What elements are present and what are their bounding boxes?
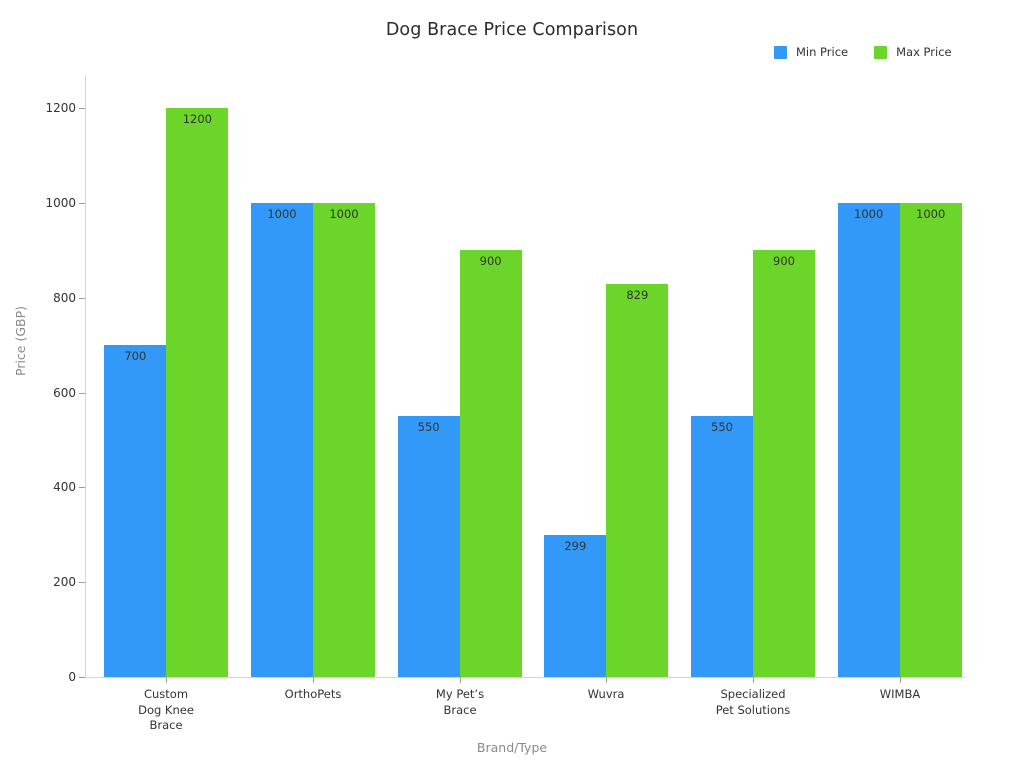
y-axis-line	[85, 75, 86, 677]
x-axis-category-label: Wuvra	[587, 687, 625, 701]
y-axis-title: Price (GBP)	[13, 305, 28, 376]
bar-max-price[interactable]: 829	[606, 284, 669, 677]
y-axis-tick-label: 200	[53, 575, 76, 590]
legend-item[interactable]: Min Price	[774, 45, 848, 59]
y-axis-tick	[79, 392, 85, 394]
y-axis-tick	[79, 582, 85, 584]
bar-max-price[interactable]: 900	[459, 250, 522, 677]
bar-max-price[interactable]: 900	[753, 250, 815, 677]
bar-value-label: 299	[564, 539, 587, 554]
y-axis-tick-label: 1000	[45, 195, 76, 210]
bar-min-price[interactable]: 550	[691, 416, 753, 677]
y-axis-tick-label: 600	[53, 385, 76, 400]
x-axis-category-label: Specialized Pet Solutions	[715, 687, 791, 717]
bar-min-price[interactable]: 299	[544, 535, 607, 677]
bar-value-label: 550	[711, 420, 733, 435]
chart-legend: Min Price Max Price	[774, 44, 952, 60]
y-axis-tick-label: 400	[53, 480, 76, 495]
x-axis-tick	[900, 677, 901, 683]
bar-value-label: 900	[773, 254, 795, 269]
y-axis-tick	[79, 677, 85, 678]
x-axis-tick	[313, 677, 314, 683]
x-axis-tick	[166, 677, 167, 683]
y-axis-tick	[79, 108, 85, 110]
bar-max-price[interactable]: 1000	[313, 202, 375, 677]
bar-value-label: 1000	[329, 206, 359, 221]
bar-value-label: 900	[479, 254, 502, 269]
y-axis-tick	[79, 297, 85, 299]
plot-area: 0 200 400 600 800 1000 1200 700 1200 Custom Dog K…	[45, 75, 965, 732]
x-axis-tick	[606, 677, 607, 683]
bar-value-label: 550	[417, 420, 440, 435]
legend-label: Max Price	[896, 45, 952, 59]
x-axis-tick	[753, 677, 754, 683]
legend-swatch-icon	[874, 45, 888, 59]
legend-label: Min Price	[796, 45, 849, 59]
legend-swatch-icon	[774, 45, 787, 59]
bar-max-price[interactable]: 1200	[166, 108, 229, 677]
bar-min-price[interactable]: 550	[397, 416, 460, 677]
y-axis-tick-label: 0	[68, 670, 76, 684]
x-axis-line	[85, 677, 965, 678]
y-axis-tick-label: 800	[53, 290, 76, 305]
bar-max-price[interactable]: 1000	[899, 202, 962, 677]
y-axis-tick-label: 1200	[45, 101, 76, 116]
y-axis-tick	[79, 202, 85, 204]
bar-value-label: 829	[626, 288, 649, 303]
bar-value-label: 700	[124, 349, 147, 364]
legend-item[interactable]: Max Price	[874, 45, 952, 59]
y-axis-tick	[79, 487, 85, 489]
x-axis-category-label: WIMBA	[879, 687, 921, 701]
bar-min-price[interactable]: 1000	[837, 202, 900, 677]
bar-value-label: 1000	[916, 206, 946, 221]
bar-value-label: 1200	[182, 112, 212, 127]
chart-title: Dog Brace Price Comparison	[385, 20, 639, 40]
x-axis-category-label: OrthoPets	[284, 687, 342, 701]
x-axis-category-label: My Pet’s Brace	[435, 687, 485, 717]
bar-min-price[interactable]: 700	[104, 345, 167, 677]
bar-value-label: 1000	[854, 206, 884, 221]
x-axis-category-label: Custom Dog Knee Brace	[138, 687, 194, 732]
x-axis-tick	[460, 677, 461, 683]
bar-value-label: 1000	[267, 206, 297, 221]
x-axis-title: Brand/Type	[476, 740, 548, 755]
bar-min-price[interactable]: 1000	[251, 202, 313, 677]
